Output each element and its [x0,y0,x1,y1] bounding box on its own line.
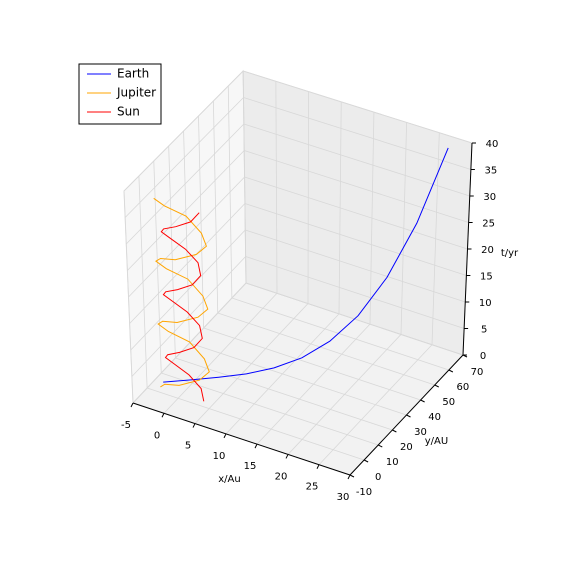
z-tick-label: 5 [481,325,487,336]
grid-line [146,387,365,461]
z-axis [462,142,473,356]
grid-line [244,203,467,276]
grid-line [129,203,246,324]
tick-mark [254,443,258,449]
grid-line [175,357,393,431]
grid-line [243,123,470,197]
y-tick-label: 50 [442,397,455,408]
grid-line [123,70,244,192]
tick-mark [223,433,227,439]
series-line [153,197,210,388]
x-tick-label: 0 [154,430,160,441]
tick-mark [349,474,355,478]
tick-mark [363,459,369,463]
grid-line [244,176,468,250]
y-axis [349,354,464,476]
grid-line [127,150,245,271]
tick-mark [285,454,289,459]
grid-line [243,70,473,144]
grid-line [243,97,471,170]
x-tick-label: -5 [121,420,131,431]
x-axis-label: x/Au [218,474,240,485]
tick-mark [406,414,411,418]
x-axis [132,402,351,476]
y-tick-label: 30 [414,427,427,438]
tick-mark [420,399,425,403]
z-tick-label: 40 [486,139,499,150]
tick-mark [161,413,165,418]
y-tick-label: 60 [457,382,470,393]
grid-line [231,297,450,371]
series-line [160,212,205,402]
x-tick-label: 20 [275,471,288,482]
tick-mark [434,384,439,388]
tick-mark [392,429,397,433]
y-tick-label: -10 [356,487,372,498]
grid-line [245,256,465,329]
z-axis-label: t/yr [501,248,519,259]
z-tick-label: 15 [480,272,493,283]
grid-line [217,312,435,386]
series-line [163,147,449,383]
tick-mark [448,369,454,373]
tick-mark [316,464,320,469]
grid-line [189,342,407,416]
z-tick-label: 10 [479,298,492,309]
z-tick-label: 20 [481,245,494,256]
y-tick-label: 0 [375,472,381,483]
legend-label: Sun [117,105,140,119]
grid-line [245,229,466,303]
grid-line [244,150,469,223]
z-tick-label: 25 [482,219,495,230]
grid-line [124,97,244,218]
grid-line [203,327,421,401]
y-axis-label: y/AU [425,436,448,447]
y-tick-label: 70 [471,367,484,378]
x-tick-label: 25 [306,482,319,493]
grid-line [128,176,245,298]
grid-line [130,229,246,351]
grid-line [125,123,245,245]
grid-line [132,282,247,404]
grid-line [131,256,246,377]
x-tick-label: 5 [185,441,191,452]
tick-mark [347,474,351,480]
legend-label: Earth [117,67,149,81]
z-tick-label: 30 [483,192,496,203]
x-tick-label: 30 [337,492,350,503]
legend-label: Jupiter [116,86,156,100]
z-tick-label: 0 [480,351,486,362]
tick-mark [192,423,196,428]
tick-mark [130,402,134,408]
z-tick-label: 35 [485,166,498,177]
y-tick-label: 10 [386,457,399,468]
tick-mark [378,444,383,448]
x-tick-label: 10 [213,451,226,462]
y-tick-label: 40 [428,412,441,423]
x-tick-label: 15 [244,461,257,472]
y-tick-label: 20 [400,442,413,453]
